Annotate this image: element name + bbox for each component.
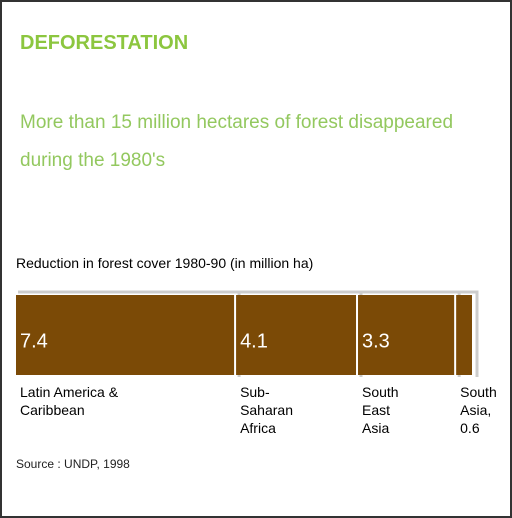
source-note: Source : UNDP, 1998 bbox=[16, 457, 130, 471]
value-label: 3.3 bbox=[362, 330, 390, 352]
bar-segment bbox=[236, 295, 357, 375]
chart-caption: Reduction in forest cover 1980-90 (in mi… bbox=[16, 255, 314, 271]
segment-shadow bbox=[458, 290, 479, 377]
category-label: Sub-Saharan Africa bbox=[240, 384, 293, 436]
category-label: South East Asia bbox=[362, 384, 399, 436]
chart-subtitle: More than 15 million hectares of forest … bbox=[20, 112, 454, 171]
category-label: Latin America & Caribbean bbox=[20, 384, 119, 418]
category-label: South Asia, 0.6 bbox=[460, 384, 497, 436]
bar-segment bbox=[16, 295, 235, 375]
value-label: 4.1 bbox=[240, 330, 268, 352]
bar-segment bbox=[456, 295, 472, 375]
value-label: 7.4 bbox=[20, 330, 48, 352]
chart-title: DEFORESTATION bbox=[20, 32, 189, 54]
bar-segment bbox=[358, 295, 455, 375]
